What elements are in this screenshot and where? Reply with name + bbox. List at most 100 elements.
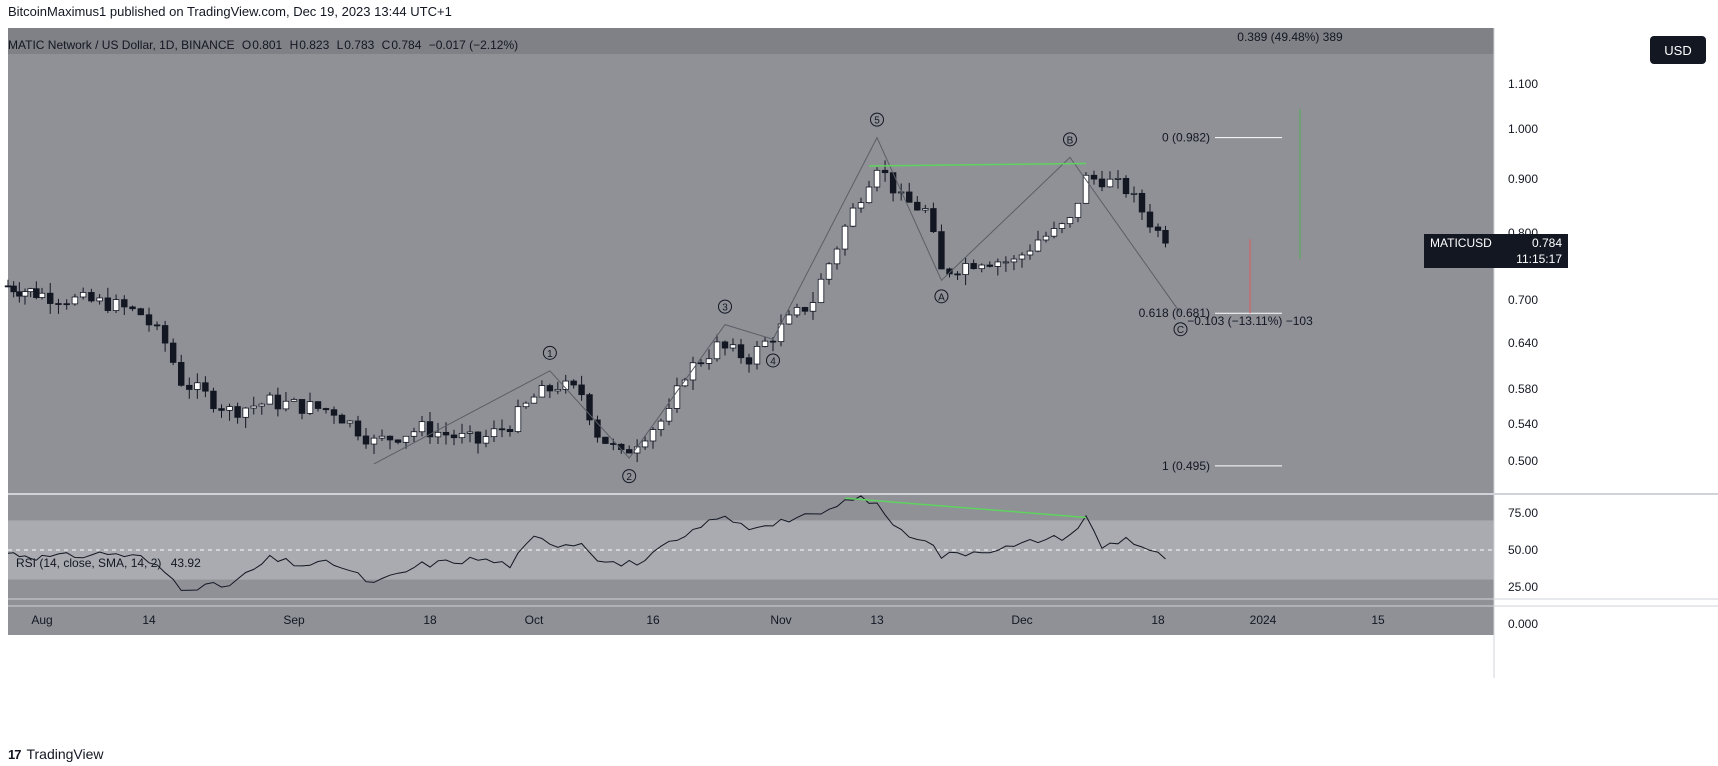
candle-body-down (426, 421, 434, 438)
wave-label-circle (766, 353, 780, 368)
candle-body-down (47, 292, 54, 304)
candle (498, 419, 506, 438)
rsi-tick-label: 50.00 (1508, 543, 1538, 557)
candle-body-down (1154, 226, 1162, 231)
candle-body-up (112, 299, 120, 311)
rsi-tick-label: 0.000 (1508, 617, 1538, 631)
currency-button[interactable]: USD (1650, 36, 1706, 64)
chart-canvas[interactable]: 1 2 3 4 5 A B C 0 (0.982) 0.618 (0.681) 1 (0.495)… (0, 28, 1718, 735)
chart-background (0, 28, 1718, 735)
candle (594, 415, 601, 443)
wave-label-a: A (934, 289, 949, 304)
candle-body-down (322, 408, 330, 411)
candle-body-up (857, 202, 865, 209)
candle-body-down (938, 231, 945, 270)
wave-label-5: 5 (870, 112, 884, 127)
wave-label-text: C (1177, 325, 1184, 336)
candle (841, 224, 849, 256)
wave-label-1: 1 (542, 345, 557, 360)
wave-path (373, 136, 1181, 465)
wave-label-circle (870, 112, 884, 127)
wave-label-text: A (938, 292, 945, 303)
candle-body-up (346, 420, 354, 424)
candle-body-up (290, 399, 298, 402)
candle (546, 383, 554, 399)
open-value: 0.801 (252, 38, 283, 52)
candle-body-up (865, 186, 873, 204)
rsi-legend[interactable]: RSI (14, close, SMA, 14, 2) 43.92 (16, 556, 201, 570)
wave-label-2: 2 (622, 469, 637, 484)
price-tick-label: 1.000 (1508, 122, 1538, 136)
footer-brand[interactable]: TradingView (26, 746, 104, 762)
price-tick-label: 0.500 (1508, 454, 1538, 468)
candle-body-down (578, 384, 585, 396)
candle-body-down (498, 428, 506, 431)
close-value: 0.784 (391, 38, 422, 52)
candle (290, 397, 298, 402)
candle (602, 436, 609, 445)
wave-label-text: 2 (626, 472, 632, 483)
candle-body-down (169, 342, 177, 363)
candle (881, 160, 889, 182)
candle (137, 307, 144, 316)
candle (1090, 170, 1098, 185)
candle (38, 287, 46, 300)
candle-body-up (194, 382, 201, 390)
candle-body-down (314, 401, 322, 409)
candle (1122, 175, 1130, 198)
candle (145, 307, 153, 332)
low-label: L (336, 38, 344, 52)
candle-body-down (354, 420, 362, 437)
candle-body-down (506, 429, 514, 433)
candle (21, 288, 29, 305)
candle (1066, 216, 1074, 228)
candle-body-up (809, 302, 817, 312)
candle-body-down (88, 292, 95, 302)
candle (857, 197, 865, 213)
symbol-name[interactable]: MATIC Network / US Dollar, 1D, BINANCE (8, 38, 235, 52)
candle (10, 281, 17, 298)
candle (761, 337, 769, 348)
candle (1010, 255, 1018, 271)
candle-body-down (570, 380, 577, 386)
candle-body-up (994, 261, 1002, 267)
candle (482, 429, 490, 448)
candle (394, 439, 402, 445)
candle-body-down (1122, 178, 1130, 195)
candle (474, 431, 482, 454)
candle-body-down (602, 436, 609, 444)
candle (153, 321, 161, 331)
tradingview-logo-icon[interactable]: 17 (8, 746, 22, 762)
candle-body-down (274, 394, 282, 410)
candle-body-down (153, 324, 161, 327)
rsi-band (8, 520, 1494, 580)
candle-body-down (161, 325, 169, 344)
candle-body-down (33, 288, 40, 298)
wave-label-circle (542, 345, 557, 360)
candle (55, 298, 62, 314)
candle (218, 404, 225, 418)
candle-body-up (434, 431, 442, 438)
candle (386, 435, 394, 450)
candle (1018, 252, 1026, 268)
candle-body-up (1010, 258, 1018, 263)
candle-body-up (793, 307, 801, 316)
fib-label-1: 1 (0.495) (1162, 459, 1210, 473)
rsi-tick-label: 25.00 (1508, 580, 1538, 594)
candle (809, 292, 817, 320)
wave-label-text: 5 (874, 116, 880, 127)
candle-body-up (657, 420, 665, 430)
measure-down-label: −0.103 (−13.11%) −103 (1187, 314, 1313, 328)
last-price-tag: MATICUSD 0.784 11:15:17 (1424, 234, 1568, 269)
fib-label-0: 0 (0.982) (1162, 131, 1210, 145)
candle-body-down (137, 308, 144, 316)
candle (1106, 171, 1114, 188)
candle-body-down (946, 268, 953, 275)
candle (721, 340, 729, 356)
candle (426, 412, 434, 444)
candle-body-up (785, 314, 793, 325)
candle-body-down (986, 264, 993, 267)
candle-body-up (96, 297, 103, 302)
candle (1146, 204, 1154, 233)
rsi-legend-value: 43.92 (170, 556, 201, 570)
